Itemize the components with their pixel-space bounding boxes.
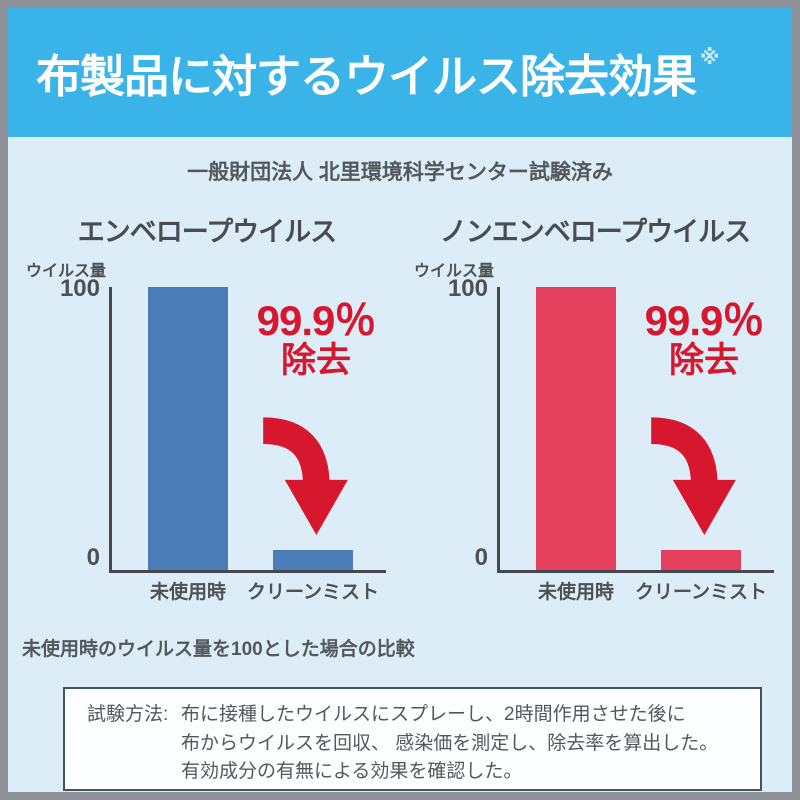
test-method-text: 布に接種したウイルスにスプレーし、2時間作用させた後に 布からウイルスを回収、 … bbox=[181, 704, 719, 782]
certification-subtitle: 一般財団法人 北里環境科学センター試験済み bbox=[187, 161, 613, 184]
y-tick-100: 100 bbox=[447, 275, 488, 302]
chart-area: ウイルス量 100 0 未使用時 クリーンミスト 99.9％ 除去 bbox=[18, 257, 396, 609]
footnote-mark: ※ bbox=[700, 47, 719, 69]
comparison-footnote: 未使用時のウイルス量を100とした場合の比較 bbox=[22, 639, 415, 660]
page-title-text: 布製品に対するウイルス除去効果 bbox=[36, 51, 697, 102]
x-label-unused: 未使用時 bbox=[149, 582, 226, 603]
bar-cleanmist bbox=[661, 550, 741, 570]
bar-unused bbox=[148, 287, 228, 570]
removal-annotation: 99.9％ 除去 bbox=[619, 297, 789, 381]
y-tick-0: 0 bbox=[474, 544, 488, 571]
y-tick-0: 0 bbox=[86, 544, 100, 571]
removal-percent: 99.9％ bbox=[644, 297, 765, 344]
test-method-box: 試験方法: 布に接種したウイルスにスプレーし、2時間作用させた後に 布からウイル… bbox=[63, 687, 762, 791]
removal-percent: 99.9％ bbox=[256, 297, 377, 344]
x-label-unused: 未使用時 bbox=[537, 582, 614, 603]
plot-axes bbox=[497, 287, 774, 573]
chart-non-enveloped-virus: ノンエンベロープウイルス ウイルス量 100 0 未使用時 クリーンミスト 99… bbox=[406, 210, 784, 610]
y-axis-label: ウイルス量 bbox=[25, 263, 106, 280]
chart-title: エンベロープウイルス bbox=[77, 217, 337, 247]
chart-title: ノンエンベロープウイルス bbox=[439, 217, 751, 247]
chart-area: ウイルス量 100 0 未使用時 クリーンミスト 99.9％ 除去 bbox=[406, 257, 784, 609]
chart-enveloped-virus: エンベロープウイルス ウイルス量 100 0 未使用時 クリーンミスト 99.9… bbox=[18, 210, 396, 610]
x-label-cleanmist: クリーンミスト bbox=[246, 582, 380, 603]
x-label-cleanmist: クリーンミスト bbox=[634, 582, 768, 603]
curved-down-arrow-icon bbox=[650, 417, 736, 536]
removal-word: 除去 bbox=[668, 341, 739, 381]
removal-word: 除去 bbox=[280, 341, 351, 381]
y-axis-label: ウイルス量 bbox=[413, 263, 494, 280]
bar-unused bbox=[536, 287, 616, 570]
page-title: 布製品に対するウイルス除去効果 ※ bbox=[36, 40, 719, 105]
bar-cleanmist bbox=[273, 550, 353, 570]
removal-annotation: 99.9％ 除去 bbox=[231, 297, 401, 381]
plot-axes bbox=[109, 287, 386, 573]
curved-down-arrow-icon bbox=[262, 417, 348, 536]
test-method-label: 試験方法: bbox=[87, 704, 169, 725]
y-tick-100: 100 bbox=[59, 275, 100, 302]
header-band: 布製品に対するウイルス除去効果 ※ bbox=[8, 8, 792, 137]
